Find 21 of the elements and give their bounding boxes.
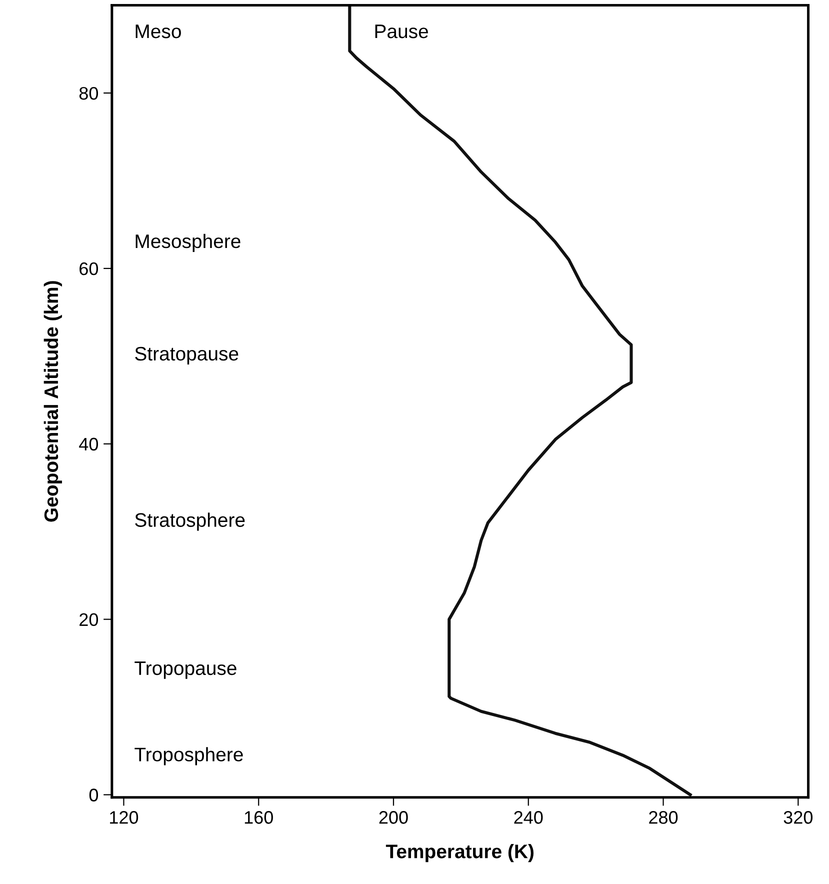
x-tick-label: 240: [514, 811, 543, 824]
annotation: Meso: [136, 24, 181, 38]
annotation: Stratopause: [135, 346, 238, 364]
annotation: Mesosphere: [136, 234, 240, 252]
x-tick-label: 280: [649, 811, 678, 824]
x-tick-label: 200: [379, 811, 408, 824]
y-tick-label: 20: [80, 613, 98, 626]
x-tick-label: 120: [110, 811, 138, 824]
annotation: Stratosphere: [135, 512, 245, 531]
annotation: Troposphere: [134, 747, 243, 766]
y-tick-label: 80: [79, 86, 98, 100]
y-tick-label: 40: [79, 438, 98, 451]
x-tick-label: 160: [244, 811, 273, 824]
x-axis-title: Temperature (K): [386, 844, 534, 862]
x-tick-label: 320: [784, 811, 813, 824]
y-axis-title: Geopotential Altitude (km): [44, 281, 62, 522]
annotation: Pause: [375, 24, 428, 38]
y-tick-label: 60: [80, 262, 98, 276]
line-series: [348, 5, 692, 796]
y-tick-label: 0: [89, 788, 98, 802]
annotation: Tropopause: [134, 661, 236, 679]
